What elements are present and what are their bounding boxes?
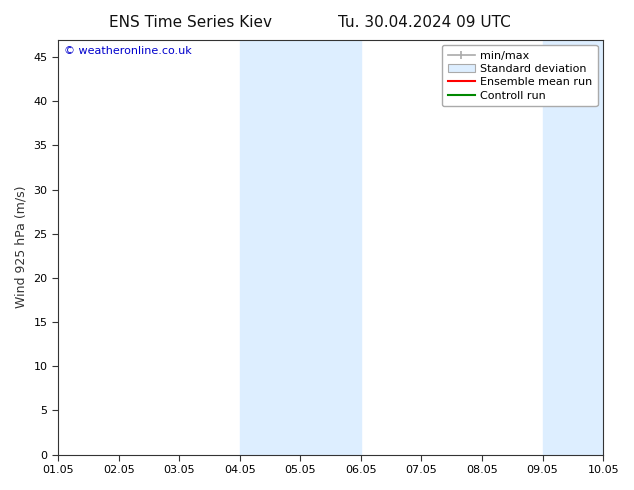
Y-axis label: Wind 925 hPa (m/s): Wind 925 hPa (m/s)	[15, 186, 28, 308]
Legend: min/max, Standard deviation, Ensemble mean run, Controll run: min/max, Standard deviation, Ensemble me…	[442, 45, 598, 106]
Bar	[240, 40, 361, 455]
Text: ENS Time Series Kiev: ENS Time Series Kiev	[108, 15, 272, 30]
Bar	[543, 40, 633, 455]
Text: Tu. 30.04.2024 09 UTC: Tu. 30.04.2024 09 UTC	[339, 15, 511, 30]
Text: © weatheronline.co.uk: © weatheronline.co.uk	[63, 46, 191, 56]
